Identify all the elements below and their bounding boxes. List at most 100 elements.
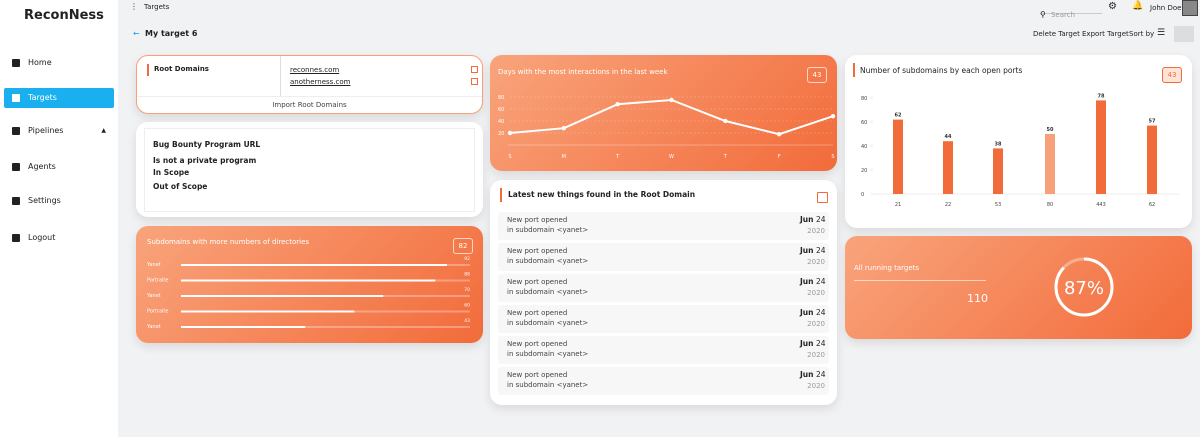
x-tick-label: F [778, 154, 781, 160]
card-title: Latest new things found in the Root Doma… [508, 190, 696, 199]
y-tick-label: 80 [498, 95, 504, 101]
user-name[interactable]: John Doe [1150, 4, 1182, 12]
sort-by[interactable]: Sort by [1129, 30, 1155, 38]
bar [181, 264, 447, 266]
x-tick-label: T [723, 154, 728, 160]
bar [993, 148, 1003, 194]
list-item[interactable]: New port opened in subdomain <yanet> Jun 24… [498, 367, 829, 395]
nav-item[interactable]: Targets [4, 88, 114, 108]
root-domains-card: Root Domains reconnes.com anotherness.com… [136, 55, 483, 114]
item-day: 24 [816, 215, 826, 224]
nav-item[interactable]: Home [4, 53, 114, 73]
item-month: Jun [800, 246, 814, 255]
interactions-chart: 20 40 60 80 S M T W T F S [498, 95, 836, 160]
y-tick-label: 40 [861, 144, 867, 150]
item-day: 24 [816, 277, 826, 286]
point [776, 132, 782, 137]
comment-icon[interactable] [1174, 26, 1194, 42]
point [723, 118, 728, 124]
domain-link[interactable]: anotherness.com [290, 78, 351, 86]
card-title: Subdomains with more numbers of director… [147, 238, 310, 246]
domain-link[interactable]: reconnes.com [290, 66, 340, 74]
nav-item[interactable]: Agents [4, 157, 114, 177]
point [507, 130, 513, 136]
program-line: In Scope [153, 168, 190, 177]
item-year: 2020 [807, 227, 825, 235]
value-label: 38 [995, 141, 1002, 147]
line [509, 98, 834, 136]
sort-icon[interactable]: ☰ [1157, 28, 1166, 38]
value-label: 44 [945, 134, 952, 140]
search[interactable]: ⚲ Search [1040, 2, 1102, 19]
nav-icon [12, 59, 20, 67]
running-label: All running targets [854, 264, 920, 272]
bar [1045, 134, 1055, 194]
list-item[interactable]: New port opened in subdomain <yanet> Jun 24… [498, 243, 829, 271]
item-year: 2020 [807, 258, 825, 266]
y-tick-label: 60 [498, 107, 504, 113]
nav-item[interactable]: Settings [4, 191, 114, 211]
search-placeholder: Search [1050, 11, 1076, 19]
value-label: 50 [1047, 127, 1054, 133]
x-tick-label: S [508, 154, 511, 160]
y-tick-label: 40 [498, 119, 504, 125]
item-sub: in subdomain <yanet> [507, 257, 589, 265]
item-text: New port opened [507, 216, 568, 224]
list-item[interactable]: New port opened in subdomain <yanet> Jun 24… [498, 212, 829, 240]
card-title: Days with the most interactions in the l… [498, 68, 668, 76]
bar-track [181, 326, 470, 328]
x-tick-label: 22 [945, 202, 951, 208]
nav-item[interactable]: Pipelines ▲ [4, 121, 114, 141]
card-title: Root Domains [154, 65, 209, 73]
bar-label: Portraite [147, 278, 168, 284]
x-tick-label: 53 [995, 202, 1001, 208]
bar-label: Yanet [146, 324, 161, 330]
point [830, 114, 836, 119]
list-item[interactable]: New port opened in subdomain <yanet> Jun 24… [498, 336, 829, 364]
item-text: New port opened [507, 247, 568, 255]
progress-ring: 87% [1054, 257, 1114, 317]
nav-item[interactable]: Logout [4, 228, 114, 248]
bar-label: Yanet [146, 293, 161, 299]
item-year: 2020 [807, 289, 825, 297]
back-arrow[interactable]: ← [133, 29, 140, 38]
program-line: Is not a private program [153, 156, 257, 165]
nav-icon [12, 234, 20, 242]
settings-icon[interactable]: ⚙ [1108, 1, 1117, 12]
x-tick-label: S [831, 154, 834, 160]
item-text: New port opened [507, 309, 568, 317]
bell-icon[interactable]: 🔔 [1132, 1, 1144, 11]
item-sub: in subdomain <yanet> [507, 350, 589, 358]
interactions-card: Days with the most interactions in the l… [490, 55, 837, 171]
y-tick-label: 60 [861, 120, 867, 126]
item-month: Jun [800, 215, 814, 224]
nav-icon [12, 94, 20, 102]
edit-icon[interactable] [471, 78, 478, 85]
list-item[interactable]: New port opened in subdomain <yanet> Jun 24… [498, 274, 829, 302]
bar [181, 295, 384, 297]
edit-icon[interactable] [471, 66, 478, 73]
item-year: 2020 [807, 320, 825, 328]
item-year: 2020 [807, 382, 825, 390]
import-button[interactable]: Import Root Domains [137, 96, 482, 113]
program-card: Bug Bounty Program URL Is not a private p… [136, 122, 483, 217]
caret: ▲ [101, 127, 106, 134]
x-tick-label: W [669, 154, 674, 160]
ring-progress [1054, 257, 1114, 317]
running-card: All running targets 110 87% [845, 236, 1192, 339]
item-month: Jun [800, 370, 814, 379]
delete-target[interactable]: Delete Target [1033, 30, 1080, 38]
item-day: 24 [816, 339, 826, 348]
item-day: 24 [816, 370, 826, 379]
brand: ReconNess [24, 8, 104, 23]
bar [181, 326, 306, 328]
calendar-icon[interactable] [817, 192, 828, 203]
item-sub: in subdomain <yanet> [507, 319, 589, 327]
menu-dots[interactable]: ⋮ [130, 2, 138, 11]
avatar[interactable] [1182, 0, 1198, 16]
list-item[interactable]: New port opened in subdomain <yanet> Jun 24… [498, 305, 829, 333]
x-tick-label: 21 [895, 202, 901, 208]
export-target[interactable]: Export Target [1082, 30, 1129, 38]
item-month: Jun [800, 277, 814, 286]
